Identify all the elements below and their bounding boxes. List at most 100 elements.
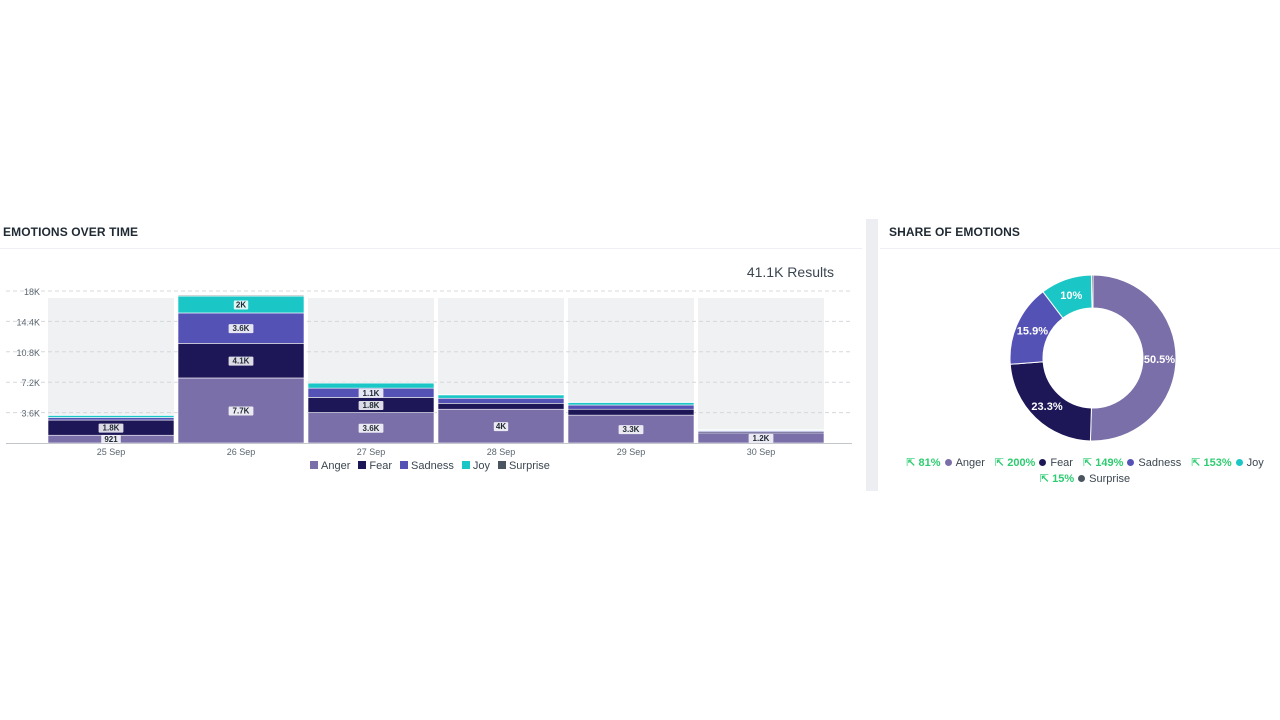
legend-dot: [944, 459, 952, 466]
change-value: 153%: [1203, 457, 1232, 469]
bar-chart-legend: Anger Fear Sadness Joy Surprise: [0, 460, 860, 472]
arrow-up-left-icon: ⇱: [1039, 473, 1053, 485]
legend-item-joy[interactable]: Joy: [461, 460, 490, 472]
legend-label: Fear: [369, 460, 393, 472]
x-tick-label: 25 Sep: [97, 447, 126, 457]
legend-swatch: [400, 461, 409, 469]
bar-sadness-0[interactable]: [47, 417, 175, 421]
y-tick-label: 14.4K: [16, 317, 40, 327]
emotions-over-time-title: EMOTIONS OVER TIME: [3, 225, 139, 239]
legend-label: Anger: [321, 460, 351, 472]
bar-joy-0[interactable]: [47, 415, 175, 418]
bar-sadness-3[interactable]: [437, 397, 565, 404]
legend-label: Sadness: [411, 460, 454, 472]
legend-item-sadness[interactable]: Sadness: [400, 460, 454, 472]
donut-legend-item-fear[interactable]: ⇱ 200% Fear: [995, 455, 1073, 471]
donut-legend-item-sadness[interactable]: ⇱ 149% Sadness: [1083, 455, 1181, 471]
x-tick-label: 29 Sep: [617, 447, 646, 457]
legend-swatch: [310, 461, 319, 469]
data-label-box: [358, 388, 384, 398]
x-tick-label: 30 Sep: [747, 447, 776, 457]
change-indicator: ⇱ 15%: [1040, 473, 1074, 485]
change-indicator: ⇱ 149%: [1083, 457, 1123, 469]
legend-dot: [1039, 459, 1047, 466]
legend-swatch: [497, 461, 506, 469]
left-panel-divider: [0, 248, 862, 249]
legend-label: Surprise: [508, 460, 550, 472]
change-indicator: ⇱ 81%: [906, 457, 940, 469]
bar-surprise-2[interactable]: [307, 382, 435, 384]
bar-anger-4[interactable]: [567, 414, 695, 444]
data-label: 1.1K: [363, 389, 380, 398]
donut-slice-surprise[interactable]: [1090, 274, 1094, 309]
legend-item-anger[interactable]: Anger: [310, 460, 350, 472]
bar-background-5: [698, 298, 824, 443]
data-label: 2K: [236, 301, 246, 310]
x-tick-label: 26 Sep: [227, 447, 256, 457]
arrow-up-left-icon: ⇱: [994, 457, 1008, 469]
data-label-box: [358, 423, 384, 433]
legend-swatch: [461, 461, 470, 469]
y-tick-label: 3.6K: [21, 409, 40, 419]
emotions-bar-chart: 3.6K 7.2K 10.8K 14.4K 18K 921 1.8K 25 Sep 7.7K 4.…: [6, 287, 852, 457]
data-label: 1.8K: [103, 424, 120, 433]
bar-sadness-4[interactable]: [567, 404, 695, 410]
arrow-up-left-icon: ⇱: [1082, 457, 1096, 469]
x-tick-label: 27 Sep: [357, 447, 386, 457]
donut-legend-item-anger[interactable]: ⇱ 81% Anger: [906, 455, 985, 471]
bar-joy-4[interactable]: [567, 402, 695, 406]
legend-label: Sadness: [1138, 457, 1182, 469]
data-label: 4K: [496, 422, 506, 431]
legend-label: Joy: [472, 460, 490, 472]
bar-fear-4[interactable]: [567, 408, 695, 416]
donut-legend: ⇱ 81% Anger ⇱ 200% Fear ⇱ 149% Sadness ⇱ 153% J…: [890, 455, 1280, 487]
data-label-box: [748, 433, 774, 443]
data-label: 3.6K: [233, 324, 250, 333]
legend-item-surprise[interactable]: Surprise: [497, 460, 550, 472]
data-label-box: [228, 324, 254, 334]
data-label: 4.1K: [233, 357, 250, 366]
data-label: 1.8K: [363, 401, 380, 410]
change-indicator: ⇱ 200%: [995, 457, 1035, 469]
arrow-up-left-icon: ⇱: [1191, 457, 1204, 469]
data-label-box: [228, 406, 254, 416]
bar-joy-3[interactable]: [437, 394, 565, 399]
donut-label-joy: 10%: [1060, 290, 1082, 302]
change-value: 149%: [1095, 457, 1124, 469]
data-label-box: [101, 435, 121, 445]
data-label: 921: [104, 435, 118, 444]
legend-item-fear[interactable]: Fear: [358, 460, 392, 472]
legend-label: Fear: [1050, 457, 1073, 469]
data-label: 1.2K: [753, 434, 770, 443]
legend-dot: [1235, 459, 1243, 466]
donut-label-sadness: 15.9%: [1017, 326, 1048, 338]
data-label-box: [618, 425, 644, 435]
x-tick-label: 28 Sep: [487, 447, 516, 457]
y-tick-label: 10.8K: [16, 348, 40, 358]
donut-legend-item-joy[interactable]: ⇱ 153% Joy: [1191, 455, 1264, 471]
change-value: 15%: [1052, 473, 1075, 485]
arrow-up-left-icon: ⇱: [906, 457, 919, 469]
data-label: 3.3K: [623, 425, 640, 434]
bar-fear-3[interactable]: [437, 403, 565, 410]
change-value: 81%: [918, 457, 941, 469]
data-label-box: [358, 401, 384, 410]
legend-label: Surprise: [1089, 473, 1131, 485]
change-value: 200%: [1007, 457, 1036, 469]
data-label-box: [233, 300, 249, 310]
share-of-emotions-donut: 50.5% 23.3% 15.9% 10%: [1009, 274, 1177, 442]
bar-surprise-0[interactable]: [47, 414, 175, 416]
bar-surprise-1[interactable]: [177, 294, 305, 297]
donut-slice-anger[interactable]: [1089, 274, 1177, 442]
share-of-emotions-title: SHARE OF EMOTIONS: [889, 225, 1021, 239]
bar-surprise-3[interactable]: [437, 394, 565, 396]
legend-swatch: [358, 461, 367, 469]
donut-legend-item-surprise[interactable]: ⇱ 15% Surprise: [1040, 471, 1130, 487]
data-label: 7.7K: [233, 406, 250, 415]
legend-dot: [1127, 459, 1135, 466]
y-tick-label: 7.2K: [21, 378, 40, 388]
donut-label-fear: 23.3%: [1031, 401, 1062, 413]
legend-dot: [1078, 475, 1086, 482]
data-label-box: [493, 422, 509, 432]
bar-joy-2[interactable]: [307, 382, 435, 389]
